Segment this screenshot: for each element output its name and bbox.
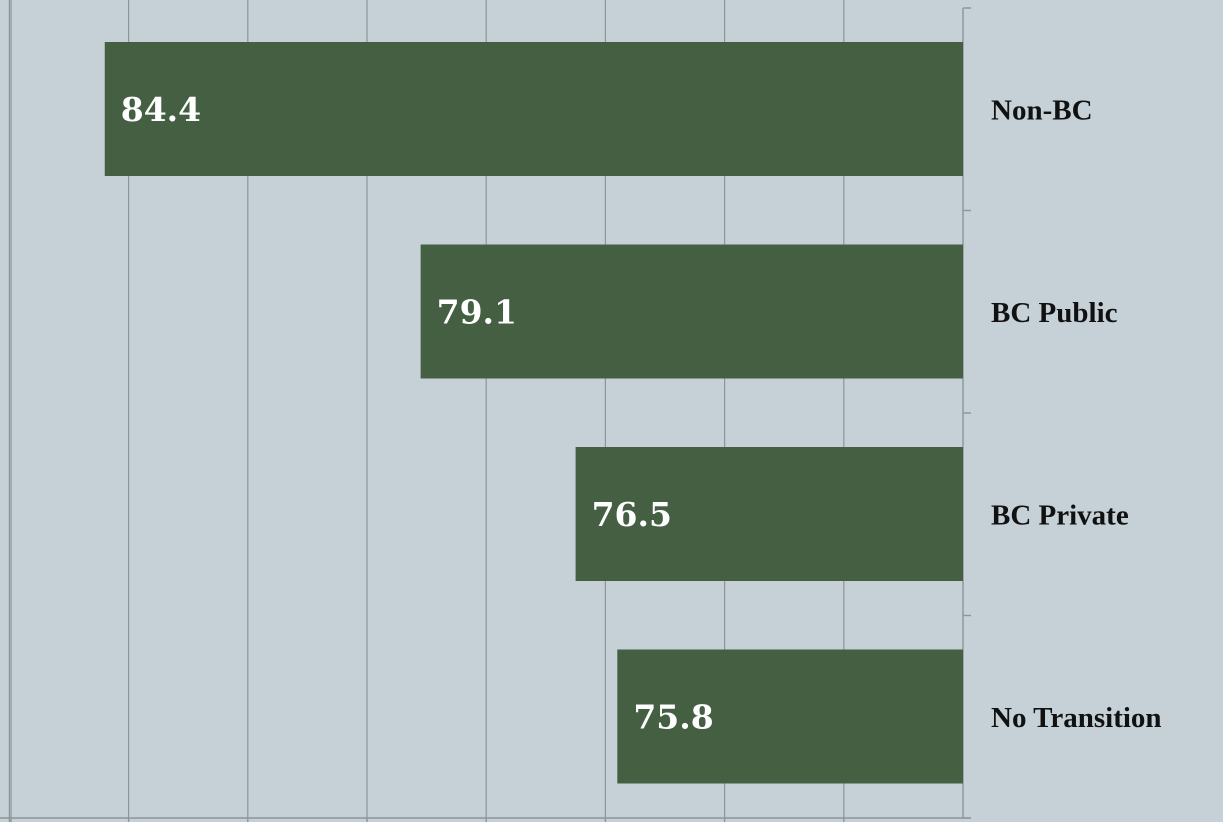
category-label: No Transition [991,702,1162,734]
data-label: 76.5 [592,495,672,534]
bar [617,649,963,784]
data-labels: 84.4 79.1 76.5 75.8 [121,90,714,737]
bar [420,244,963,379]
data-label: 79.1 [437,293,517,332]
category-label: Non-BC [991,94,1093,126]
category-labels: Non-BC BC Public BC Private No Transition [991,94,1162,734]
data-label: 75.8 [633,698,713,737]
category-label: BC Private [991,499,1129,531]
category-label: BC Public [991,297,1118,329]
bar [104,42,963,176]
data-label: 84.4 [121,90,201,129]
bar [575,447,963,581]
bars [104,42,963,784]
